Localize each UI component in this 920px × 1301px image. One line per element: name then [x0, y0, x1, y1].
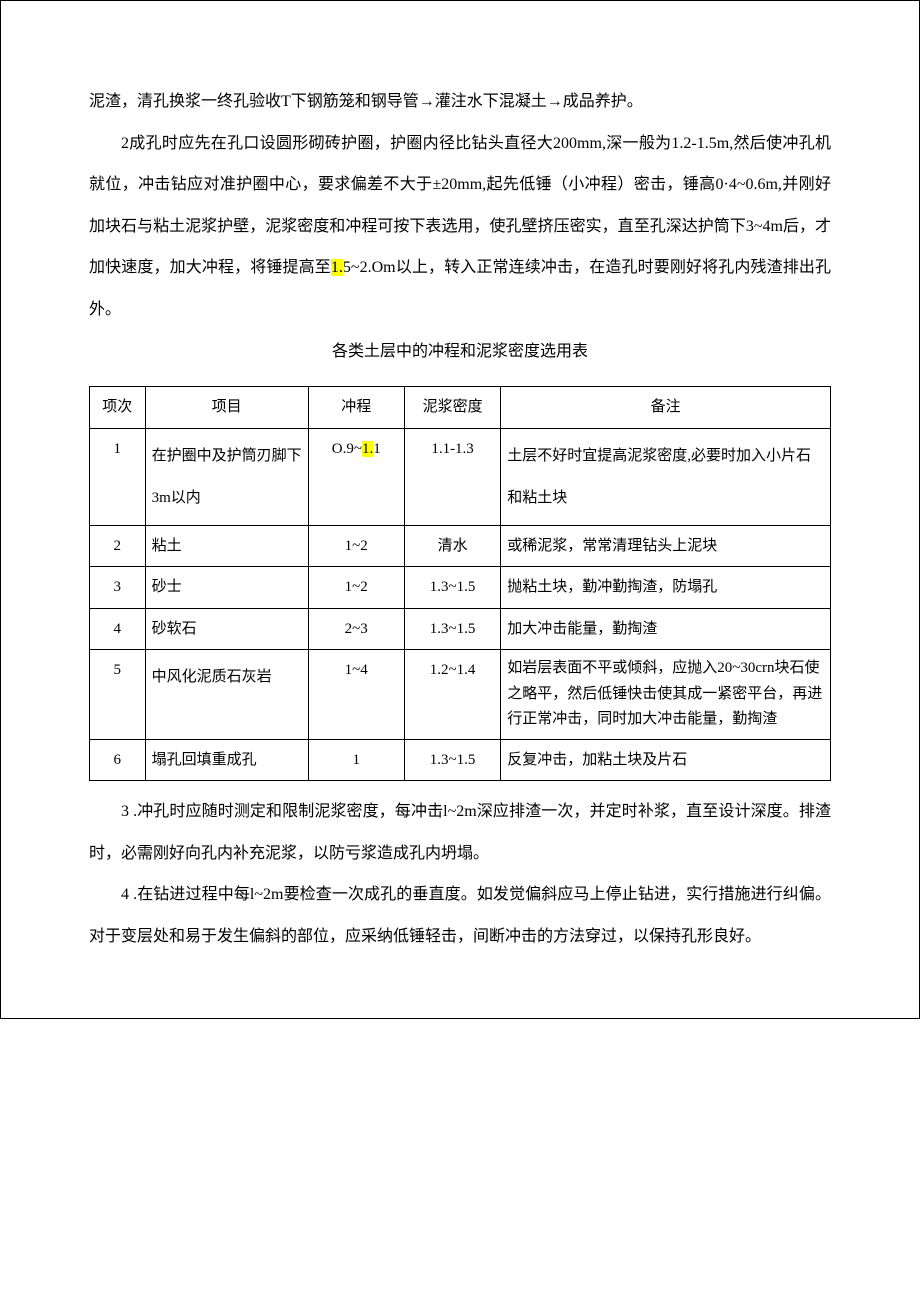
cell-no: 6	[90, 739, 146, 781]
th-density: 泥浆密度	[404, 387, 500, 429]
cell-item: 在护圈中及护筒刃脚下3m以内	[145, 428, 308, 525]
cell-density: 清水	[404, 525, 500, 567]
cell-density: 1.3~1.5	[404, 567, 500, 609]
cell-density: 1.3~1.5	[404, 739, 500, 781]
cell-density: 1.3~1.5	[404, 608, 500, 650]
selection-table: 项次 项目 冲程 泥浆密度 备注 1 在护圈中及护筒刃脚下3m以内 O.9~1.…	[89, 386, 831, 781]
cell-no: 4	[90, 608, 146, 650]
table-row: 3 砂士 1~2 1.3~1.5 抛粘土块，勤冲勤掏渣，防塌孔	[90, 567, 831, 609]
table-header-row: 项次 项目 冲程 泥浆密度 备注	[90, 387, 831, 429]
cell-item: 粘土	[145, 525, 308, 567]
cell-note: 反复冲击，加粘土块及片石	[501, 739, 831, 781]
cell-item: 塌孔回填重成孔	[145, 739, 308, 781]
para2-highlight: 1.	[331, 259, 343, 276]
cell-note: 抛粘土块，勤冲勤掏渣，防塌孔	[501, 567, 831, 609]
table-row: 2 粘土 1~2 清水 或稀泥浆，常常清理钻头上泥块	[90, 525, 831, 567]
cell-no: 1	[90, 428, 146, 525]
cell-item: 砂软石	[145, 608, 308, 650]
cell-item: 砂士	[145, 567, 308, 609]
cell-stroke: 1	[308, 739, 404, 781]
document-page: 泥渣，清孔换浆一终孔验收T下钢筋笼和钢导管→灌注水下混凝土→成品养护。 2成孔时…	[0, 0, 920, 1019]
cell-density: 1.2~1.4	[404, 650, 500, 740]
cell-note: 加大冲击能量，勤掏渣	[501, 608, 831, 650]
table-row: 5 中风化泥质石灰岩 1~4 1.2~1.4 如岩层表面不平或倾斜，应抛入20~…	[90, 650, 831, 740]
table-row: 4 砂软石 2~3 1.3~1.5 加大冲击能量，勤掏渣	[90, 608, 831, 650]
cell-stroke: 1~2	[308, 567, 404, 609]
cell-no: 2	[90, 525, 146, 567]
paragraph-2: 2成孔时应先在孔口设圆形砌砖护圈，护圈内径比钻头直径大200mm,深一般为1.2…	[89, 123, 831, 331]
table-row: 1 在护圈中及护筒刃脚下3m以内 O.9~1.1 1.1-1.3 土层不好时宜提…	[90, 428, 831, 525]
cell-stroke: 2~3	[308, 608, 404, 650]
cell-density: 1.1-1.3	[404, 428, 500, 525]
cell-note: 如岩层表面不平或倾斜，应抛入20~30crn块石使之略平，然后低锤快击使其成一紧…	[501, 650, 831, 740]
paragraph-4: 4 .在钻进过程中每l~2m要检查一次成孔的垂直度。如发觉偏斜应马上停止钻进，实…	[89, 874, 831, 957]
para2-text-a: 2成孔时应先在孔口设圆形砌砖护圈，护圈内径比钻头直径大200mm,深一般为1.2…	[89, 135, 831, 277]
cell-stroke: O.9~1.1	[308, 428, 404, 525]
stroke-a: O.9~	[332, 441, 362, 457]
th-no: 项次	[90, 387, 146, 429]
cell-note: 或稀泥浆，常常清理钻头上泥块	[501, 525, 831, 567]
stroke-b: 1	[373, 441, 381, 457]
stroke-hl: 1.	[362, 441, 373, 457]
th-item: 项目	[145, 387, 308, 429]
table-title: 各类土层中的冲程和泥浆密度选用表	[89, 331, 831, 373]
cell-stroke: 1~4	[308, 650, 404, 740]
th-stroke: 冲程	[308, 387, 404, 429]
th-note: 备注	[501, 387, 831, 429]
cell-note: 土层不好时宜提高泥浆密度,必要时加入小片石和粘土块	[501, 428, 831, 525]
table-row: 6 塌孔回填重成孔 1 1.3~1.5 反复冲击，加粘土块及片石	[90, 739, 831, 781]
cell-item: 中风化泥质石灰岩	[145, 650, 308, 740]
cell-no: 3	[90, 567, 146, 609]
cell-no: 5	[90, 650, 146, 740]
paragraph-3: 3 .冲孔时应随时测定和限制泥浆密度，每冲击l~2m深应排渣一次，并定时补浆，直…	[89, 791, 831, 874]
paragraph-1: 泥渣，清孔换浆一终孔验收T下钢筋笼和钢导管→灌注水下混凝土→成品养护。	[89, 81, 831, 123]
cell-stroke: 1~2	[308, 525, 404, 567]
